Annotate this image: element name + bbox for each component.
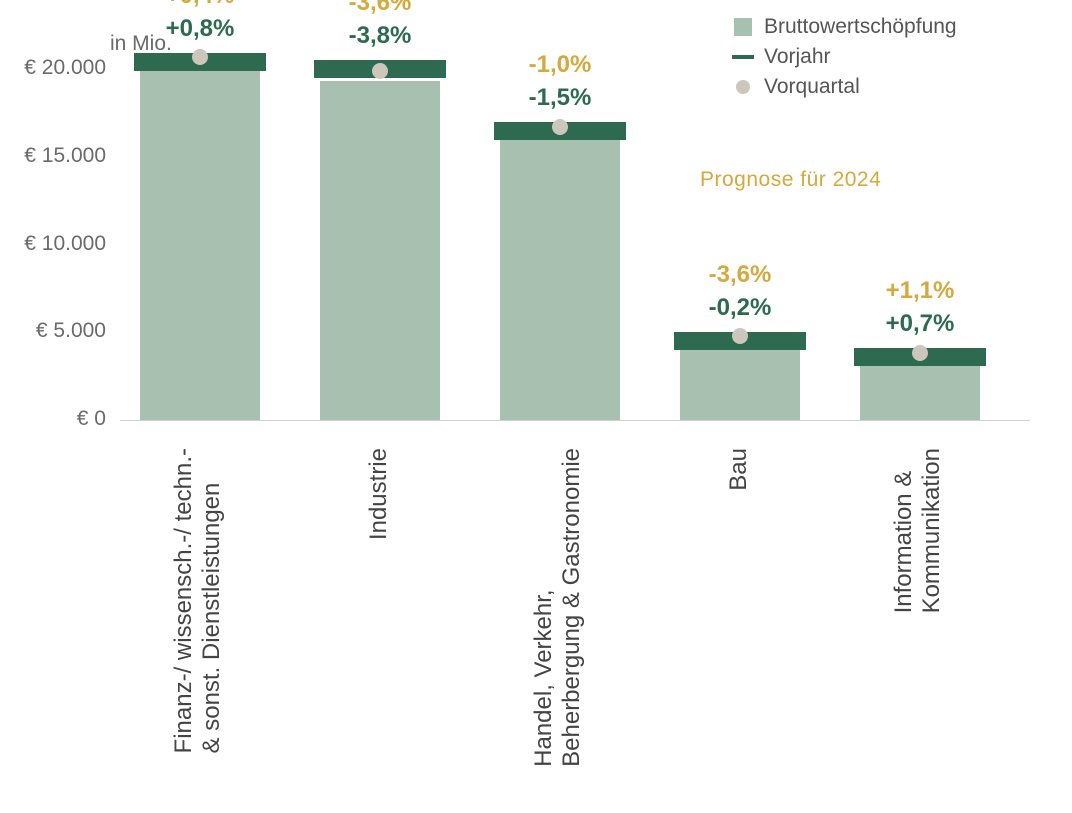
x-axis-line xyxy=(120,420,1030,421)
pct-prognose: +0,4% xyxy=(115,0,285,10)
legend-item: Vorjahr xyxy=(730,42,957,72)
dot-marker xyxy=(552,119,568,135)
category-label: Industrie xyxy=(365,448,393,540)
pct-prognose: -3,6% xyxy=(295,0,465,17)
pct-vorjahr: -0,2% xyxy=(655,294,825,322)
dot-marker xyxy=(732,328,748,344)
pct-vorjahr: +0,8% xyxy=(115,15,285,43)
y-tick-label: € 0 xyxy=(6,407,106,431)
legend-swatch xyxy=(730,18,756,36)
legend-label: Vorjahr xyxy=(764,45,831,69)
pct-vorjahr: +0,7% xyxy=(835,310,1005,338)
dot-marker xyxy=(192,49,208,65)
legend-swatch xyxy=(730,55,756,59)
category-label: Information &Kommunikation xyxy=(890,448,946,613)
legend-label: Vorquartal xyxy=(764,75,860,99)
legend-label: Bruttowertschöpfung xyxy=(764,15,957,39)
pct-prognose: +1,1% xyxy=(835,277,1005,305)
pct-vorjahr: -1,5% xyxy=(475,84,645,112)
bar xyxy=(680,341,800,420)
legend-item: Vorquartal xyxy=(730,72,957,102)
category-label: Handel, Verkehr,Beherbergung & Gastronom… xyxy=(530,448,586,767)
bar xyxy=(140,60,260,420)
legend: Bruttowertschöpfung Vorjahr Vorquartal xyxy=(730,12,957,102)
bws-bar-chart: in Mio.€ 0€ 5.000€ 10.000€ 15.000€ 20.00… xyxy=(0,0,1072,813)
pct-vorjahr: -3,8% xyxy=(295,22,465,50)
y-tick-label: € 5.000 xyxy=(6,319,106,343)
legend-item: Bruttowertschöpfung xyxy=(730,12,957,42)
category-label: Bau xyxy=(725,448,753,491)
y-tick-label: € 15.000 xyxy=(6,144,106,168)
y-tick-label: € 10.000 xyxy=(6,232,106,256)
category-label: Finanz-/ wissensch.-/ techn.-& sonst. Di… xyxy=(170,448,226,753)
bar xyxy=(500,134,620,420)
pct-prognose: -3,6% xyxy=(655,261,825,289)
pct-prognose: -1,0% xyxy=(475,51,645,79)
prognose-label: Prognose für 2024 xyxy=(700,168,881,192)
y-tick-label: € 20.000 xyxy=(6,56,106,80)
legend-swatch xyxy=(730,80,756,94)
bar xyxy=(320,81,440,420)
bar xyxy=(860,359,980,420)
dot-marker xyxy=(372,63,388,79)
